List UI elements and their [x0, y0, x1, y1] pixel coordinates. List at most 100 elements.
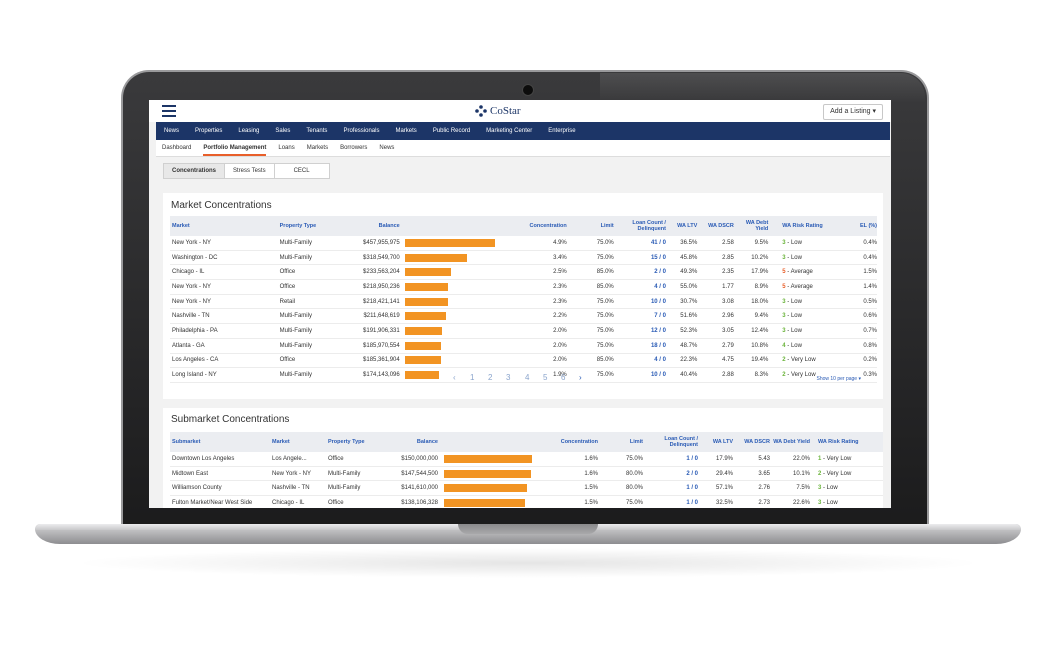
cell-property-type: Office — [328, 495, 378, 508]
cell-bar — [438, 495, 538, 508]
table-row[interactable]: Long Island - NY Multi-Family $174,143,096… — [170, 367, 877, 383]
subnav-markets[interactable]: Markets — [306, 145, 329, 151]
col-el[interactable]: EL (%) — [841, 216, 877, 236]
table-row[interactable]: Atlanta - GA Multi-Family $185,970,554 2.0%… — [170, 338, 877, 354]
add-listing-button[interactable]: Add a Listing ▾ — [823, 104, 883, 120]
nav-leasing[interactable]: Leasing — [238, 128, 260, 134]
table-row[interactable]: Philadelphia - PA Multi-Family $191,906,33… — [170, 323, 877, 339]
tab-cecl[interactable]: CECL — [293, 168, 310, 174]
nav-properties[interactable]: Properties — [195, 128, 223, 134]
table-row[interactable]: Midtown East New York - NY Multi-Family $14… — [170, 466, 883, 482]
submarket-panel-title: Submarket Concentrations — [171, 414, 290, 425]
page-6[interactable]: 6 — [561, 373, 566, 382]
subnav-dashboard[interactable]: Dashboard — [162, 145, 192, 151]
table-row[interactable]: Los Angeles - CA Office $185,361,904 2.0% 85… — [170, 353, 877, 369]
page-4[interactable]: 4 — [525, 373, 530, 382]
risk-rating-label: - Low — [785, 239, 802, 246]
col-wa-risk-rating[interactable]: WA Risk Rating — [810, 432, 883, 452]
col-wa-ltv[interactable]: WA LTV — [698, 432, 733, 452]
cell-loan-count[interactable]: 7 / 0 — [613, 308, 666, 325]
nav-sales[interactable]: Sales — [275, 128, 291, 134]
costar-logo[interactable]: CoStar — [475, 104, 521, 118]
table-row[interactable]: Fulton Market/Near West Side Chicago - IL… — [170, 495, 883, 508]
table-row[interactable]: Chicago - IL Office $233,563,204 2.5% 85.0% 2… — [170, 264, 877, 281]
col-concentration[interactable]: Concentration — [514, 216, 567, 236]
col-loan-count[interactable]: Loan Count / Delinquent — [613, 216, 666, 236]
cell-wa-debt-yield: 17.9% — [733, 264, 769, 281]
nav-tenants[interactable]: Tenants — [306, 128, 328, 134]
hamburger-menu-icon[interactable] — [162, 105, 176, 117]
cell-loan-count[interactable]: 10 / 0 — [613, 294, 666, 310]
table-row[interactable]: New York - NY Multi-Family $457,955,975 4.9… — [170, 236, 877, 251]
subnav-news[interactable]: News — [379, 145, 395, 151]
cell-concentration: 2.2% — [514, 308, 567, 325]
col-wa-dscr[interactable]: WA DSCR — [733, 432, 770, 452]
cell-loan-count[interactable]: 15 / 0 — [613, 250, 666, 266]
cell-balance: $318,549,700 — [352, 250, 400, 266]
cell-market: Nashville - TN — [272, 480, 328, 497]
cell-wa-debt-yield: 10.1% — [770, 466, 810, 482]
col-wa-debt-yield[interactable]: WA Debt Yield — [733, 216, 769, 236]
col-market[interactable]: Market — [170, 216, 280, 236]
col-property-type[interactable]: Property Type — [279, 216, 353, 236]
tab-concentrations[interactable]: Concentrations — [164, 164, 226, 178]
col-loan-count[interactable]: Loan Count / Delinquent — [643, 432, 698, 452]
tab-stress-tests[interactable]: Stress Tests — [225, 164, 275, 178]
main-nav: News Properties Leasing Sales Tenants Pr… — [156, 122, 890, 140]
subnav-borrowers[interactable]: Borrowers — [340, 145, 368, 151]
nav-markets[interactable]: Markets — [395, 128, 417, 134]
concentration-bar — [404, 312, 447, 321]
nav-public-record[interactable]: Public Record — [432, 128, 471, 134]
col-concentration[interactable]: Concentration — [538, 432, 598, 452]
concentration-bar — [444, 454, 532, 463]
nav-news[interactable]: News — [164, 128, 180, 134]
next-page-icon[interactable]: › — [579, 373, 582, 382]
table-row[interactable]: Williamson County Nashville - TN Multi-Fam… — [170, 480, 883, 497]
cell-wa-ltv: 17.9% — [698, 452, 733, 467]
table-row[interactable]: Nashville - TN Multi-Family $211,648,619 2.… — [170, 308, 877, 325]
page-3[interactable]: 3 — [506, 373, 511, 382]
nav-enterprise[interactable]: Enterprise — [548, 128, 576, 134]
cell-loan-count[interactable]: 18 / 0 — [613, 338, 666, 354]
prev-page-icon[interactable]: ‹ — [453, 373, 456, 382]
col-wa-ltv[interactable]: WA LTV — [665, 216, 698, 236]
col-balance[interactable]: Balance — [352, 216, 400, 236]
table-row[interactable]: New York - NY Retail $218,421,141 2.3% 75.0%… — [170, 294, 877, 310]
table-row[interactable]: Washington - DC Multi-Family $318,549,700 3… — [170, 250, 877, 266]
cell-loan-count[interactable]: 12 / 0 — [613, 323, 666, 339]
page-2[interactable]: 2 — [488, 373, 493, 382]
cell-loan-count[interactable]: 2 / 0 — [613, 264, 666, 281]
cell-wa-debt-yield: 22.6% — [770, 495, 810, 508]
col-property-type[interactable]: Property Type — [328, 432, 378, 452]
cell-loan-count[interactable]: 1 / 0 — [643, 495, 698, 508]
cell-loan-count[interactable]: 1 / 0 — [643, 480, 698, 497]
page-5[interactable]: 5 — [543, 373, 548, 382]
col-limit[interactable]: Limit — [566, 216, 614, 236]
table-row[interactable]: New York - NY Office $218,950,236 2.3% 85.0%… — [170, 279, 877, 295]
page-1[interactable]: 1 — [470, 373, 475, 382]
nav-marketing-center[interactable]: Marketing Center — [486, 128, 533, 134]
concentration-bar — [404, 268, 451, 277]
table-row[interactable]: Downtown Los Angeles Los Angele... Office $… — [170, 452, 883, 467]
per-page-select[interactable]: Show 10 per page ▾ — [816, 376, 862, 382]
cell-loan-count[interactable]: 4 / 0 — [613, 279, 666, 295]
risk-rating-label: - Very Low — [785, 372, 816, 379]
subnav-portfolio-management[interactable]: Portfolio Management — [197, 140, 272, 156]
cell-loan-count[interactable]: 2 / 0 — [643, 466, 698, 482]
cell-loan-count[interactable]: 1 / 0 — [643, 452, 698, 467]
cell-loan-count[interactable]: 10 / 0 — [613, 367, 666, 383]
nav-professionals[interactable]: Professionals — [343, 128, 380, 134]
col-wa-debt-yield[interactable]: WA Debt Yield — [770, 432, 810, 452]
subnav-loans[interactable]: Loans — [278, 145, 295, 151]
cell-loan-count[interactable]: 41 / 0 — [613, 236, 666, 251]
cell-loan-count[interactable]: 4 / 0 — [613, 353, 666, 369]
col-limit[interactable]: Limit — [598, 432, 643, 452]
pagination: ‹ 1 2 3 4 5 6 › Show 10 per page ▾ — [163, 373, 883, 387]
col-wa-risk-rating[interactable]: WA Risk Rating — [768, 216, 842, 236]
col-market[interactable]: Market — [272, 432, 328, 452]
risk-rating-label: - Low — [785, 327, 802, 334]
col-submarket[interactable]: Submarket — [170, 432, 272, 452]
col-wa-dscr[interactable]: WA DSCR — [697, 216, 734, 236]
col-balance[interactable]: Balance — [378, 432, 438, 452]
cell-el: 0.8% — [841, 338, 877, 354]
